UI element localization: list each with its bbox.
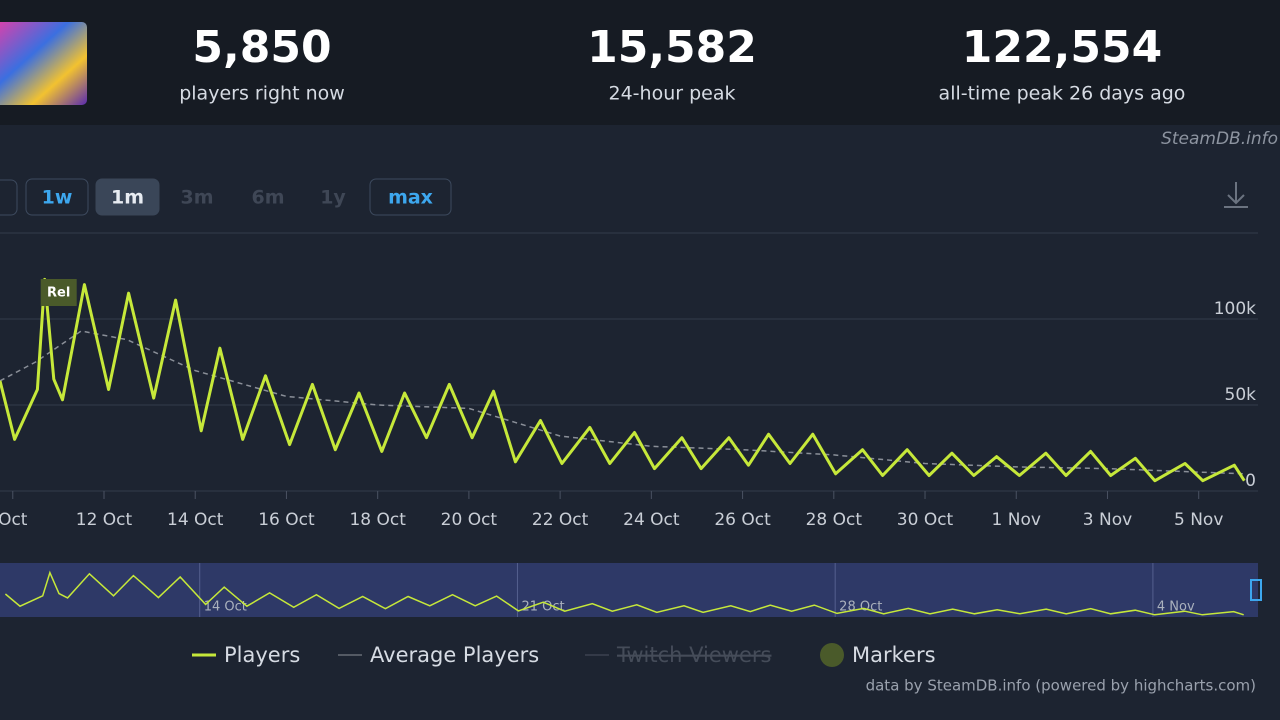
range-button[interactable] [95, 178, 160, 216]
legend-label[interactable]: Average Players [370, 643, 539, 667]
navigator-line [4, 570, 1244, 616]
x-tick-label: 14 Oct [167, 510, 224, 530]
navigator-handle [1250, 579, 1262, 601]
series-line [0, 277, 1246, 483]
range-button-label[interactable]: 1w [42, 187, 73, 209]
range-button-label[interactable]: 1m [111, 187, 144, 209]
y-tick-label: 0 [1245, 471, 1256, 491]
x-tick-label: 30 Oct [897, 510, 954, 530]
button[interactable] [0, 179, 18, 216]
download-icon[interactable] [1224, 182, 1248, 208]
y-tick-label: 50k [1225, 385, 1257, 405]
x-tick-label: 24 Oct [623, 510, 680, 530]
x-tick-label: 3 Nov [1083, 510, 1132, 530]
stat-label: 24-hour peak [609, 83, 736, 105]
x-tick-label: 26 Oct [714, 510, 771, 530]
marker-flag [40, 279, 77, 306]
stat-label: all-time peak 26 days ago [939, 83, 1186, 105]
x-tick-label: 18 Oct [349, 510, 406, 530]
navigator-tick-label: 21 Oct [521, 600, 564, 615]
range-button[interactable] [369, 178, 452, 216]
range-button[interactable] [25, 178, 89, 216]
stat-value: 5,850 [192, 22, 331, 73]
legend-label[interactable]: Twitch Viewers [616, 643, 771, 667]
x-tick-label: 16 Oct [258, 510, 315, 530]
marker-label: Rel [47, 286, 70, 301]
legend-label[interactable]: Players [224, 643, 300, 667]
game-image[interactable] [0, 22, 87, 105]
legend-label[interactable]: Markers [852, 643, 936, 667]
x-tick-label: 20 Oct [441, 510, 498, 530]
header-band [0, 0, 1280, 125]
legend-marker-swatch [820, 643, 844, 667]
x-tick-label: Oct [0, 510, 28, 530]
x-tick-label: 22 Oct [532, 510, 589, 530]
x-tick-label: 1 Nov [992, 510, 1041, 530]
x-tick-label: 5 Nov [1174, 510, 1223, 530]
credit: data by SteamDB.info (powered by highcha… [866, 677, 1256, 695]
stat-value: 122,554 [962, 22, 1162, 73]
chart-panel [0, 125, 1280, 720]
range-button-label: 1y [320, 187, 346, 209]
source: SteamDB.info [1161, 129, 1278, 149]
x-tick-label: 28 Oct [806, 510, 863, 530]
range-button-label: 3m [180, 187, 213, 209]
y-tick-label: 100k [1214, 299, 1256, 319]
navigator-selection [0, 563, 1258, 617]
x-tick-label: 12 Oct [76, 510, 133, 530]
range-button-label[interactable]: max [388, 187, 433, 209]
range-button-label: 6m [251, 187, 284, 209]
stat-value: 15,582 [587, 22, 757, 73]
navigator-tick-label: 14 Oct [204, 600, 247, 615]
stat-label: players right now [179, 83, 345, 105]
